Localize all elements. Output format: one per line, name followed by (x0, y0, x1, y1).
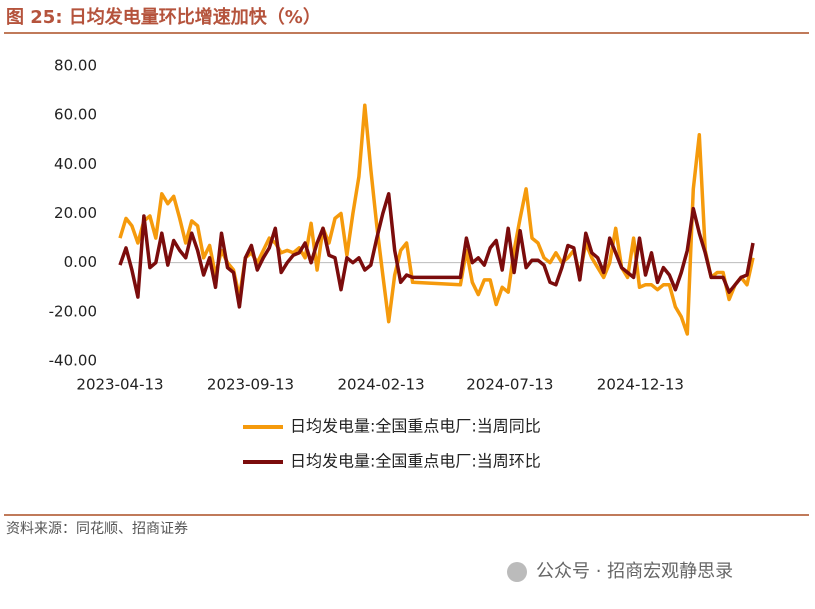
chart-title: 图 25: 日均发电量环比增速加快（%） (6, 6, 321, 28)
legend-label: 日均发电量:全国重点电厂:当周环比 (290, 452, 541, 471)
y-tick-label: 40.00 (54, 155, 97, 173)
x-tick-label: 2023-04-13 (76, 376, 163, 394)
x-tick-label: 2023-09-13 (207, 376, 294, 394)
y-tick-label: -20.00 (49, 302, 97, 320)
y-tick-label: 60.00 (54, 106, 97, 124)
series-line (118, 192, 755, 309)
watermark-icon (507, 562, 527, 582)
series-line (118, 103, 755, 336)
y-tick-label: -40.00 (49, 352, 97, 370)
watermark: 公众号 · 招商宏观静思录 (536, 561, 733, 582)
x-tick-label: 2024-07-13 (466, 376, 553, 394)
y-tick-label: 20.00 (54, 204, 97, 222)
x-tick-label: 2024-12-13 (597, 376, 684, 394)
source: 资料来源：同花顺、招商证券 (6, 521, 188, 537)
y-tick-label: 80.00 (54, 57, 97, 75)
y-tick-label: 0.00 (64, 253, 97, 271)
x-tick-label: 2024-02-13 (337, 376, 424, 394)
legend-label: 日均发电量:全国重点电厂:当周同比 (290, 417, 541, 436)
